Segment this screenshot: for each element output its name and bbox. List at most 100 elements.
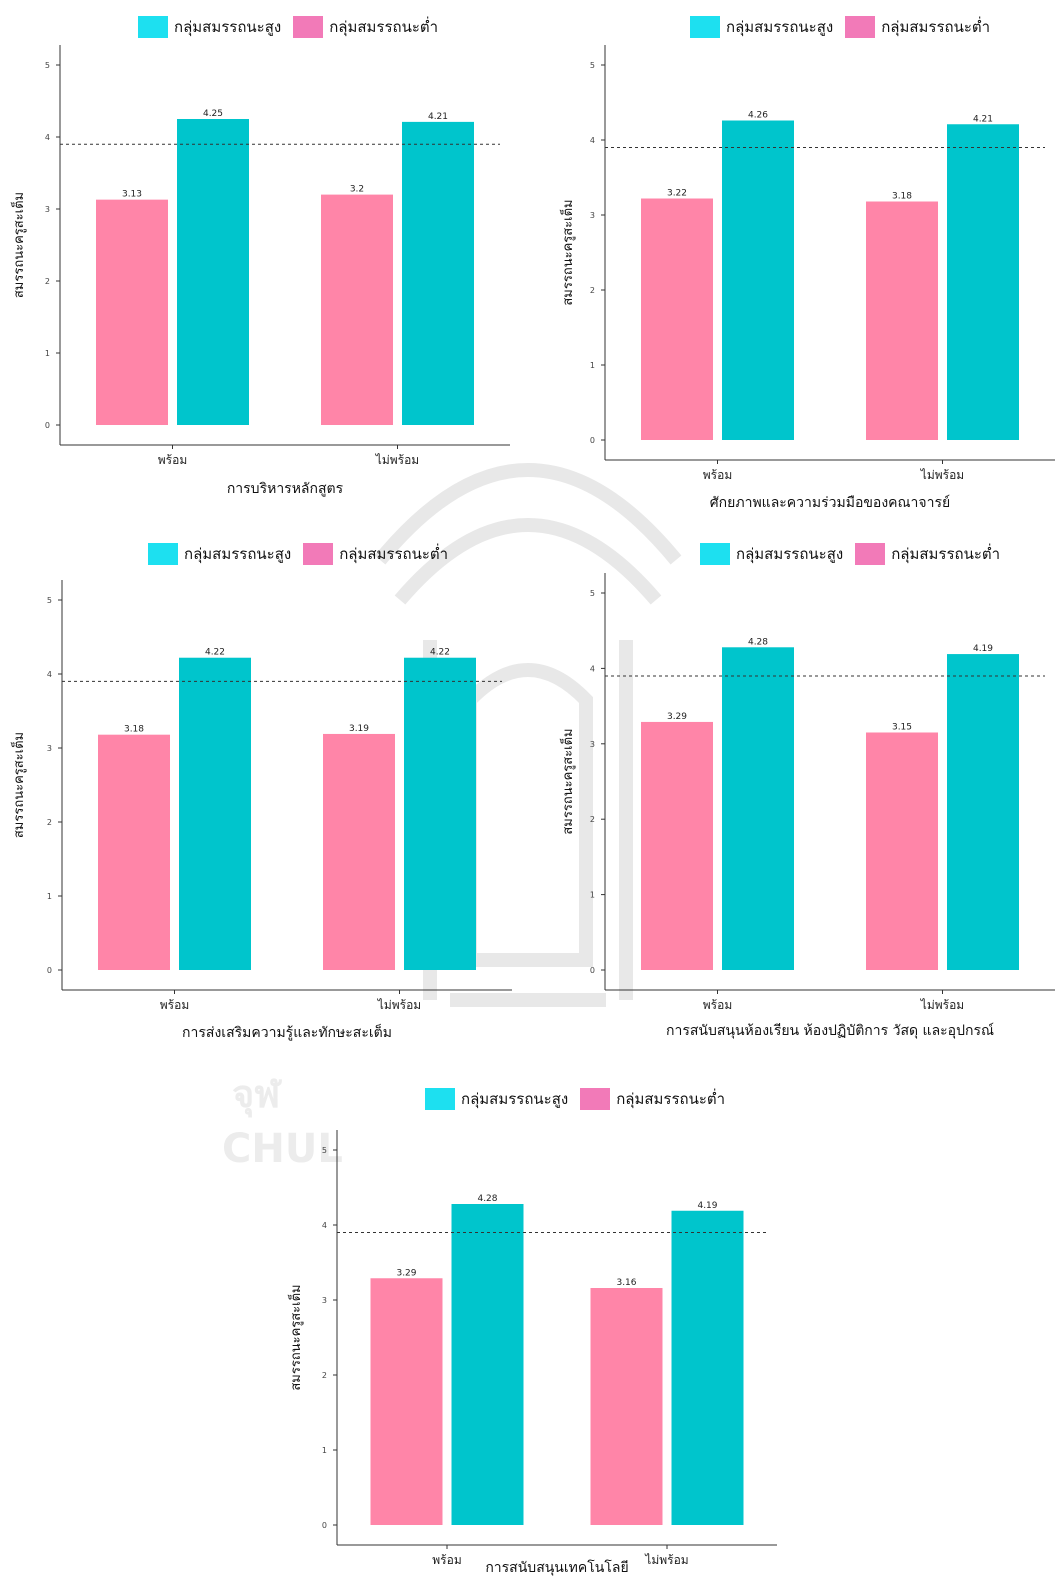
y-tick-label: 1 [45, 349, 50, 358]
legend-swatch [293, 16, 324, 38]
data-label: 4.25 [203, 109, 223, 119]
chart-plot: 0 1 2 3 4 5 3.18 4.22 พร้อม 3.19 4.22 ไม่พร้อม [47, 580, 512, 1012]
x-tick-label: พร้อม [703, 468, 732, 482]
y-tick-label: 0 [47, 966, 52, 975]
data-label: 3.29 [667, 712, 687, 722]
chart-legend: กลุ่มสมรรถนะสูง กลุ่มสมรรถนะต่ำ [148, 542, 448, 566]
legend-swatch [700, 543, 730, 565]
legend-label: กลุ่มสมรรถนะต่ำ [329, 18, 439, 36]
data-label: 3.19 [349, 724, 369, 734]
y-tick-label: 1 [47, 892, 52, 901]
y-tick-label: 5 [590, 589, 595, 598]
y-tick-label: 3 [590, 211, 595, 220]
data-label: 3.13 [122, 190, 142, 200]
y-tick-label: 4 [322, 1221, 327, 1230]
bar-low-1 [98, 734, 170, 970]
data-label: 4.19 [973, 644, 993, 654]
x-axis-title: การสนับสนุนเทคโนโลยี [485, 1560, 629, 1576]
x-tick-label: ไม่พร้อม [920, 468, 964, 482]
chart-panel-3: กลุ่มสมรรถนะสูง กลุ่มสมรรถนะต่ำ 0 1 2 3 4 5 3.18… [0, 530, 520, 1050]
x-tick-label: ไม่พร้อม [377, 998, 421, 1012]
legend-swatch [690, 16, 720, 38]
data-label: 4.28 [477, 1194, 497, 1204]
x-tick-label: ไม่พร้อม [920, 998, 964, 1012]
x-axis-title: การสนับสนุนห้องเรียน ห้องปฏิบัติการ วัสด… [666, 1023, 994, 1039]
legend-item-low: กลุ่มสมรรถนะต่ำ [580, 1087, 725, 1111]
legend-label: กลุ่มสมรรถนะต่ำ [616, 1090, 726, 1108]
y-tick-label: 1 [590, 361, 595, 370]
chart-plot: 0 1 2 3 4 5 3.13 4.25 พร้อม 3.2 4.21 ไม่พร้อม [45, 45, 510, 467]
y-tick-label: 1 [590, 891, 595, 900]
data-label: 4.19 [697, 1201, 717, 1211]
legend-swatch [148, 543, 178, 565]
bar-high-2 [671, 1210, 744, 1525]
data-label: 3.29 [396, 1268, 416, 1278]
chart-legend: กลุ่มสมรรถนะสูง กลุ่มสมรรถนะต่ำ [700, 542, 1000, 566]
y-tick-label: 3 [322, 1296, 327, 1305]
y-tick-label: 4 [590, 136, 595, 145]
y-tick-label: 4 [47, 670, 52, 679]
legend-swatch [303, 543, 334, 565]
x-tick-label: ไม่พร้อม [644, 1553, 688, 1567]
legend-item-high: กลุ่มสมรรถนะสูง [148, 542, 291, 566]
bar-high-2 [947, 654, 1019, 970]
y-tick-label: 0 [590, 966, 595, 975]
x-axis-title: การบริหารหลักสูตร [226, 481, 344, 497]
x-tick-label: ไม่พร้อม [375, 453, 419, 467]
data-label: 4.21 [973, 114, 993, 124]
bar-high-1 [451, 1204, 524, 1525]
data-label: 3.22 [667, 189, 687, 199]
chart-legend: กลุ่มสมรรถนะสูง กลุ่มสมรรถนะต่ำ [425, 1087, 725, 1111]
y-tick-label: 0 [322, 1521, 327, 1530]
y-axis-title: สมรรถนะครูสะเต็ม [12, 191, 27, 299]
bar-low-2 [866, 732, 938, 970]
y-axis-title: สมรรถนะครูสะเต็ม [561, 728, 576, 835]
bar-high-2 [947, 124, 1019, 440]
x-tick-label: พร้อม [703, 998, 732, 1012]
y-tick-label: 2 [45, 277, 50, 286]
legend-item-high: กลุ่มสมรรถนะสูง [138, 15, 281, 39]
y-tick-label: 2 [590, 815, 595, 824]
legend-swatch [425, 1088, 455, 1110]
y-tick-label: 5 [590, 61, 595, 70]
legend-swatch [855, 543, 886, 565]
bar-low-1 [641, 721, 713, 970]
data-label: 3.18 [892, 192, 912, 202]
data-label: 4.26 [748, 111, 768, 121]
bar-high-1 [722, 120, 794, 440]
bar-high-1 [722, 647, 794, 970]
legend-item-high: กลุ่มสมรรถนะสูง [690, 15, 833, 39]
chart-plot: 0 1 2 3 4 5 3.29 4.28 พร้อม 3.15 4.19 ไม่พร้อม [590, 573, 1055, 1012]
chart-plot: 0 1 2 3 4 5 3.22 4.26 พร้อม 3.18 4.21 ไม่พร้อม [590, 45, 1055, 482]
x-axis-title: ศักยภาพและความร่วมมือของคณาจารย์ [709, 495, 951, 511]
legend-label: กลุ่มสมรรถนะสูง [184, 545, 292, 563]
bar-low-2 [590, 1288, 663, 1525]
legend-item-low: กลุ่มสมรรถนะต่ำ [855, 542, 1000, 566]
y-tick-label: 0 [590, 436, 595, 445]
bar-low-1 [96, 199, 168, 425]
data-label: 4.22 [430, 648, 450, 658]
y-tick-label: 1 [322, 1446, 327, 1455]
y-axis-title: สมรรถนะครูสะเต็ม [12, 731, 27, 839]
bar-high-1 [177, 119, 249, 425]
legend-swatch [845, 16, 876, 38]
legend-item-low: กลุ่มสมรรถนะต่ำ [845, 15, 990, 39]
y-axis-title: สมรรถนะครูสะเต็ม [561, 199, 576, 306]
legend-item-low: กลุ่มสมรรถนะต่ำ [293, 15, 438, 39]
data-label: 3.16 [616, 1278, 636, 1288]
chart-legend: กลุ่มสมรรถนะสูง กลุ่มสมรรถนะต่ำ [138, 15, 438, 39]
x-tick-label: พร้อม [160, 998, 189, 1012]
y-axis-title: สมรรถนะครูสะเต็ม [289, 1284, 304, 1391]
x-tick-label: พร้อม [158, 453, 187, 467]
y-tick-label: 5 [322, 1146, 327, 1155]
data-label: 3.18 [124, 725, 144, 735]
legend-label: กลุ่มสมรรถนะต่ำ [891, 545, 1001, 563]
legend-label: กลุ่มสมรรถนะสูง [461, 1090, 569, 1108]
x-axis-title: การส่งเสริมความรู้และทักษะสะเต็ม [182, 1025, 392, 1041]
chart-legend: กลุ่มสมรรถนะสูง กลุ่มสมรรถนะต่ำ [690, 15, 990, 39]
data-label: 4.21 [428, 112, 448, 122]
y-tick-label: 4 [45, 133, 50, 142]
y-tick-label: 5 [47, 596, 52, 605]
y-tick-label: 3 [590, 740, 595, 749]
legend-label: กลุ่มสมรรถนะต่ำ [881, 18, 991, 36]
